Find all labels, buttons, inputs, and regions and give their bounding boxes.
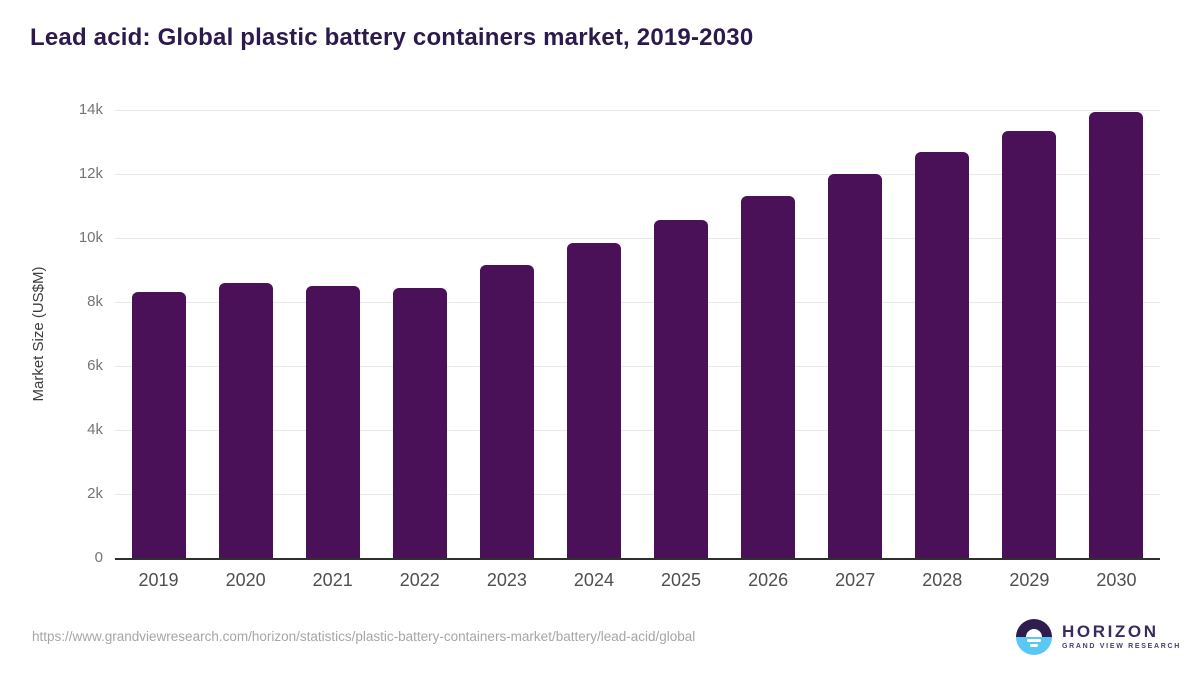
- x-axis-label-2025: 2025: [661, 570, 702, 590]
- chart-title: Lead acid: Global plastic battery contai…: [30, 24, 754, 51]
- wave-icon: [1027, 639, 1041, 642]
- y-axis-tick-label-14k: 14k: [78, 101, 103, 118]
- bar-2021: [305, 286, 360, 558]
- x-axis-label-2026: 2026: [748, 570, 789, 590]
- y-axis-tick-label-4k: 4k: [87, 421, 103, 438]
- y-axis-tick-label-10k: 10k: [78, 229, 103, 246]
- sun-icon: [1026, 629, 1042, 637]
- bar-chart-plot-area: 0 2k 4k 6k 8k 10k 12k 14k 2019 2020 2021 2022 2023 20…: [79, 101, 1160, 590]
- x-axis-label-2023: 2023: [486, 570, 527, 590]
- gridline-4k: [115, 429, 1160, 431]
- bar-2024: [566, 242, 621, 558]
- bar-2028: [915, 151, 970, 558]
- x-axis-label-2028: 2028: [922, 570, 963, 590]
- y-axis-tick-label-8k: 8k: [87, 293, 103, 310]
- x-axis-line: [115, 558, 1160, 560]
- x-axis-label-2020: 2020: [225, 570, 266, 590]
- logo-brand-name: HORIZON: [1062, 622, 1159, 641]
- bar-2026: [741, 196, 796, 558]
- x-axis-label-2021: 2021: [312, 570, 353, 590]
- y-axis-tick-label-6k: 6k: [87, 357, 103, 374]
- x-axis-label-2022: 2022: [399, 570, 440, 590]
- x-axis-label-2030: 2030: [1096, 570, 1137, 590]
- bar-2022: [392, 287, 447, 558]
- horizon-logo-icon: [1016, 619, 1052, 655]
- x-axis-label-2019: 2019: [138, 570, 179, 590]
- x-axis-label-2027: 2027: [835, 570, 876, 590]
- bar-2030: [1089, 111, 1144, 558]
- x-axis-label-2024: 2024: [573, 570, 614, 590]
- gridline-8k: [115, 301, 1160, 303]
- bar-2023: [479, 265, 534, 558]
- gridline-2k: [115, 493, 1160, 495]
- y-axis-tick-label-0: 0: [94, 549, 103, 566]
- gridline-12k: [115, 173, 1160, 175]
- gridline-14k: [115, 109, 1160, 111]
- x-axis-label-2029: 2029: [1009, 570, 1050, 590]
- bar-2027: [828, 174, 883, 558]
- wave-icon: [1030, 644, 1038, 647]
- gridline-10k: [115, 237, 1160, 239]
- horizon-logo: HORIZON GRAND VIEW RESEARCH: [1016, 619, 1181, 655]
- bar-2020: [218, 282, 273, 558]
- bar-2025: [654, 220, 709, 558]
- bar-2029: [1002, 130, 1057, 558]
- logo-text: HORIZON GRAND VIEW RESEARCH: [1062, 623, 1181, 651]
- logo-subbrand-name: GRAND VIEW RESEARCH: [1062, 643, 1182, 650]
- y-axis-tick-label-12k: 12k: [78, 165, 103, 182]
- y-axis-tick-label-2k: 2k: [87, 485, 103, 502]
- source-url: https://www.grandviewresearch.com/horizo…: [32, 629, 696, 644]
- bar-2019: [131, 292, 186, 558]
- gridline-6k: [115, 365, 1160, 367]
